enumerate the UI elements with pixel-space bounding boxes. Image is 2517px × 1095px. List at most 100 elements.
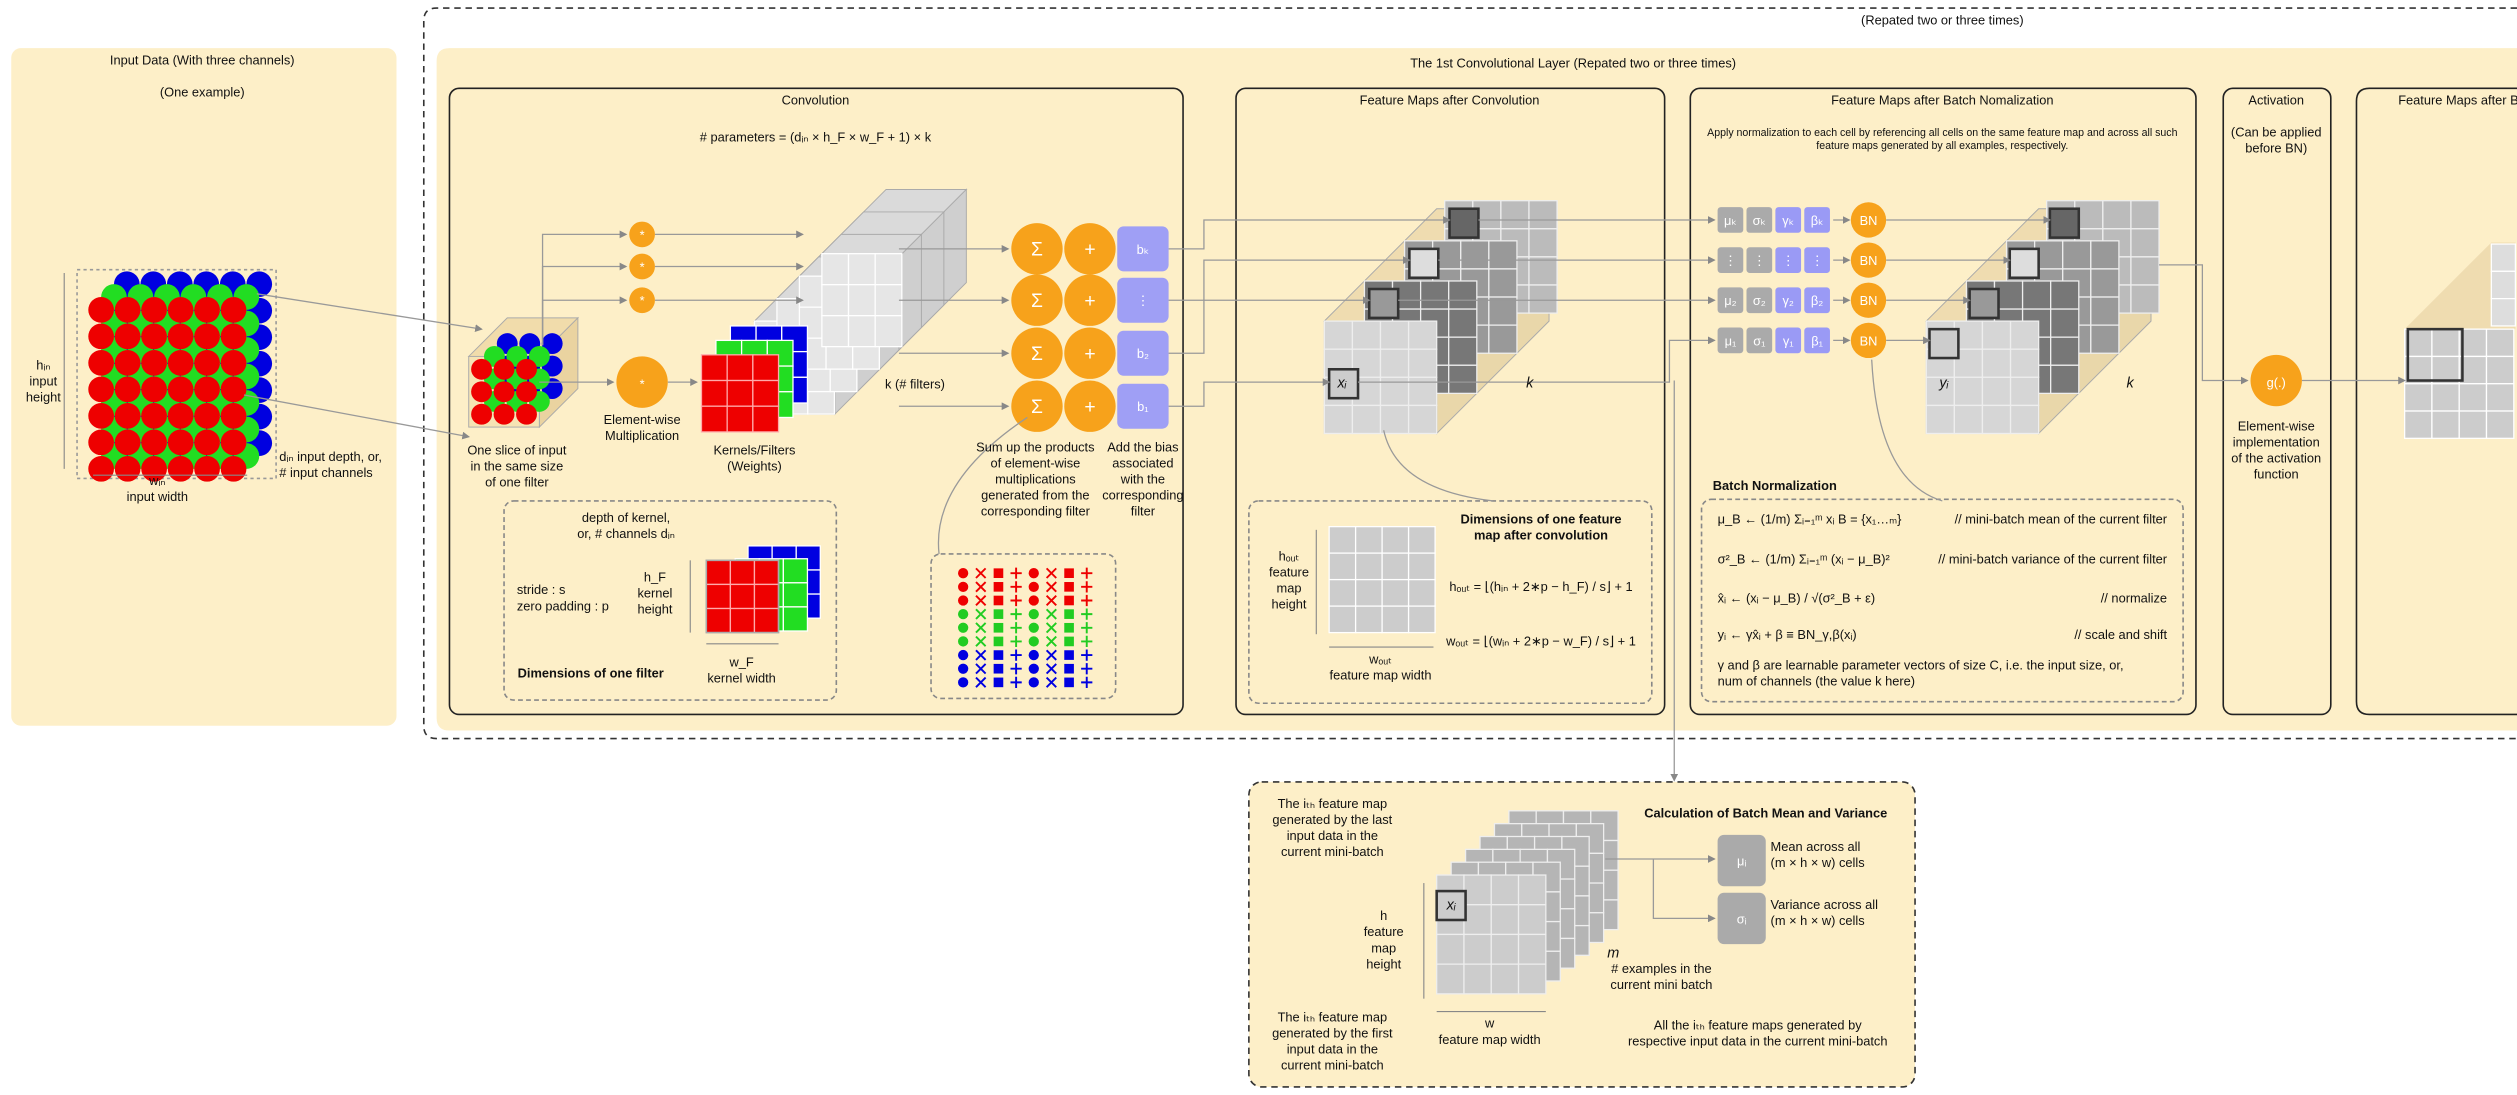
input-cell	[220, 376, 247, 403]
multiply-node	[629, 287, 655, 314]
input-cell	[194, 376, 220, 403]
label: μᵢ	[1737, 854, 1746, 869]
connector	[1871, 359, 1943, 502]
symbol	[1064, 677, 1074, 688]
label: h	[1380, 908, 1387, 923]
cell	[1351, 320, 1382, 350]
label: *	[640, 293, 645, 308]
label: Dimensions of one feature	[1460, 512, 1621, 527]
label: BN	[1860, 253, 1878, 268]
label: (m × h × w) cells	[1771, 855, 1865, 870]
section-box	[448, 87, 1184, 716]
cell	[1328, 552, 1357, 581]
input-cell	[220, 402, 247, 429]
symbol	[958, 568, 969, 579]
cell	[874, 253, 903, 286]
cell	[1981, 404, 2012, 435]
label: ⋮	[1137, 293, 1150, 308]
label: Dimensions of one filter	[518, 666, 664, 681]
label: map	[1277, 581, 1302, 596]
label: Σ	[1031, 397, 1043, 418]
bn-node	[1850, 242, 1887, 278]
bias-box	[1117, 330, 1169, 376]
label: The iₜₕ feature map	[1278, 1009, 1388, 1024]
slice-cell	[516, 381, 537, 403]
cell	[1354, 525, 1383, 554]
input-cell	[114, 402, 141, 429]
cell	[1379, 348, 1410, 378]
label: g(.)	[2267, 375, 2286, 390]
cell	[1488, 296, 1518, 326]
arrow	[1168, 216, 1451, 250]
highlight-cell	[1968, 287, 2000, 320]
label: height	[26, 390, 61, 405]
label: input width	[127, 489, 188, 504]
cell	[1528, 284, 1558, 314]
slice-cell	[493, 381, 515, 403]
symbol	[975, 581, 987, 593]
label: ⋮	[1811, 253, 1824, 268]
bn-node	[1850, 322, 1887, 359]
cell	[753, 583, 780, 610]
input-cell	[114, 350, 141, 376]
highlight-cell	[2406, 327, 2464, 382]
param-box	[1746, 327, 1773, 354]
label: k	[1526, 376, 1534, 392]
label: implementation	[2233, 435, 2320, 450]
label: Multiplication	[605, 428, 679, 443]
label: // mini-batch variance of the current fi…	[1938, 552, 2168, 567]
stat-box	[1717, 834, 1766, 887]
cell	[1407, 552, 1436, 581]
label: +	[1084, 397, 1095, 418]
multiply-node	[629, 253, 655, 280]
sum-node	[1011, 274, 1063, 326]
cell	[2130, 256, 2160, 286]
plus-node	[1064, 274, 1116, 326]
plus-node	[1064, 327, 1116, 379]
cell	[782, 558, 809, 584]
cell	[1488, 268, 1518, 298]
cell	[726, 405, 754, 433]
cell	[1463, 933, 1492, 965]
cell	[874, 284, 903, 317]
activation-node	[2250, 354, 2302, 407]
label: in the same size	[471, 459, 564, 474]
cell	[1354, 552, 1383, 581]
label: # input channels	[279, 465, 372, 480]
symbol	[1064, 595, 1074, 606]
label: of one filter	[485, 475, 549, 490]
highlight-cell	[2048, 207, 2081, 239]
label: Feature Maps after Batch Nomalization	[1831, 93, 2053, 108]
input-cell	[141, 429, 167, 456]
label: // normalize	[2101, 590, 2167, 605]
symbol	[958, 663, 969, 674]
highlight-cell	[1408, 247, 1440, 280]
symbol	[1064, 650, 1074, 660]
label: corresponding	[1102, 488, 1183, 503]
input-cell	[220, 350, 247, 376]
label: σᵢ	[1737, 911, 1747, 926]
label: feature	[1364, 924, 1404, 939]
symbol	[1081, 649, 1093, 661]
section-box	[1689, 87, 2197, 716]
symbol	[1045, 622, 1057, 634]
cell	[2403, 410, 2433, 439]
cell	[2090, 240, 2120, 270]
symbol	[1045, 635, 1057, 647]
input-cell	[194, 297, 220, 323]
param-box	[1804, 247, 1830, 273]
cell	[1517, 933, 1547, 965]
symbol	[1028, 595, 1039, 606]
plus-node	[1064, 223, 1116, 275]
label: input data in the	[1287, 828, 1378, 843]
symbol	[975, 608, 987, 620]
arrow	[1168, 378, 1331, 407]
symbol	[1045, 608, 1057, 620]
symbol	[958, 677, 969, 688]
label: β₂	[1811, 293, 1823, 308]
symbol	[1045, 663, 1057, 675]
symbol	[1045, 676, 1057, 688]
label: bₖ	[1137, 242, 1150, 257]
label: // mini-batch mean of the current filter	[1955, 512, 2168, 527]
arrow	[2159, 264, 2249, 385]
